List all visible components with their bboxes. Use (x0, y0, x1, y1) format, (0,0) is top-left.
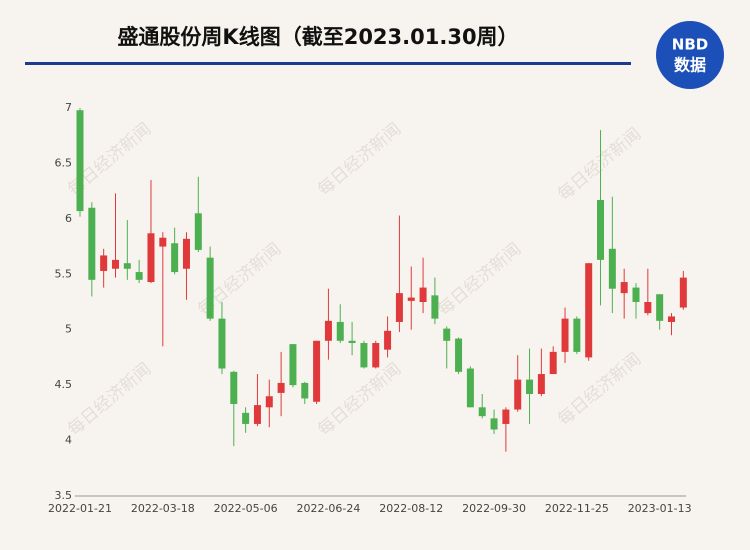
candle-body (431, 295, 439, 319)
y-tick-label: 5.5 (55, 267, 73, 280)
y-tick-label: 5 (65, 323, 72, 336)
watermark: 每日经济新闻 (314, 119, 405, 200)
candle-body (466, 368, 474, 408)
candle-body (632, 287, 640, 302)
logo-text: 数据 (674, 56, 706, 75)
candle-body (182, 238, 190, 269)
x-tick-label: 2022-01-21 (48, 502, 112, 515)
candle-body (253, 405, 261, 424)
candle-body (289, 344, 297, 386)
candle-body (242, 412, 250, 424)
candle-body (336, 321, 344, 341)
candle-body (301, 382, 309, 399)
candle-body (537, 374, 545, 395)
logo-text: NBD (672, 36, 708, 54)
candle-body (608, 248, 616, 289)
candle-body (597, 200, 605, 260)
x-tick-label: 2022-11-25 (545, 502, 609, 515)
candle-body (277, 382, 285, 393)
watermark: 每日经济新闻 (554, 349, 645, 430)
candle-body (88, 207, 96, 280)
watermark: 每日经济新闻 (434, 239, 525, 320)
candle-body (656, 294, 664, 321)
chart-title: 盛通股份周K线图（截至2023.01.30周） (117, 25, 518, 49)
candle-body (490, 418, 498, 430)
candle-body (573, 318, 581, 352)
candle-body (76, 110, 84, 212)
candle-body (100, 255, 108, 271)
y-tick-label: 7 (65, 101, 72, 114)
candle-body (123, 263, 131, 269)
candle-body (194, 213, 202, 250)
x-tick-label: 2022-09-30 (462, 502, 526, 515)
candle-body (218, 318, 226, 369)
candle-body (147, 233, 155, 283)
x-tick-label: 2022-03-18 (131, 502, 195, 515)
x-tick-label: 2022-06-24 (296, 502, 360, 515)
candle-body (324, 320, 332, 341)
candle-body (549, 351, 557, 375)
logo (656, 21, 724, 89)
candle-body (360, 343, 368, 368)
y-tick-label: 6 (65, 212, 72, 225)
candle-body (620, 282, 628, 294)
candle-body (514, 379, 522, 410)
candle-body (135, 272, 143, 280)
candle-body (395, 293, 403, 322)
candle-body (372, 343, 380, 368)
candle-body (206, 257, 214, 319)
candle-body (171, 243, 179, 273)
candle-body (679, 277, 687, 308)
candle-body (644, 302, 652, 314)
candle-body (313, 340, 321, 402)
candle-body (478, 407, 486, 417)
candle-body (348, 340, 356, 344)
y-tick-label: 3.5 (55, 489, 73, 502)
y-tick-label: 6.5 (55, 156, 73, 169)
candle-body (384, 330, 392, 350)
candle-body (111, 259, 119, 269)
candle-body (561, 318, 569, 352)
watermark: 每日经济新闻 (64, 359, 155, 440)
candle-body (407, 297, 415, 301)
y-tick-label: 4.5 (55, 378, 73, 391)
x-tick-label: 2023-01-13 (628, 502, 692, 515)
title-rule (25, 62, 631, 65)
watermark: 每日经济新闻 (554, 124, 645, 205)
candle-body (265, 396, 273, 408)
candle-body (668, 316, 675, 322)
candle-body (443, 328, 451, 341)
candle-body (502, 409, 510, 424)
candle-body (159, 237, 167, 247)
candle-body (585, 263, 593, 358)
candle-body (526, 379, 534, 395)
candle-body (419, 287, 427, 302)
candle-body (455, 338, 463, 372)
y-tick-label: 4 (65, 434, 72, 447)
candle-body (230, 371, 238, 404)
x-tick-label: 2022-05-06 (214, 502, 278, 515)
x-tick-label: 2022-08-12 (379, 502, 443, 515)
watermark: 每日经济新闻 (314, 359, 405, 440)
